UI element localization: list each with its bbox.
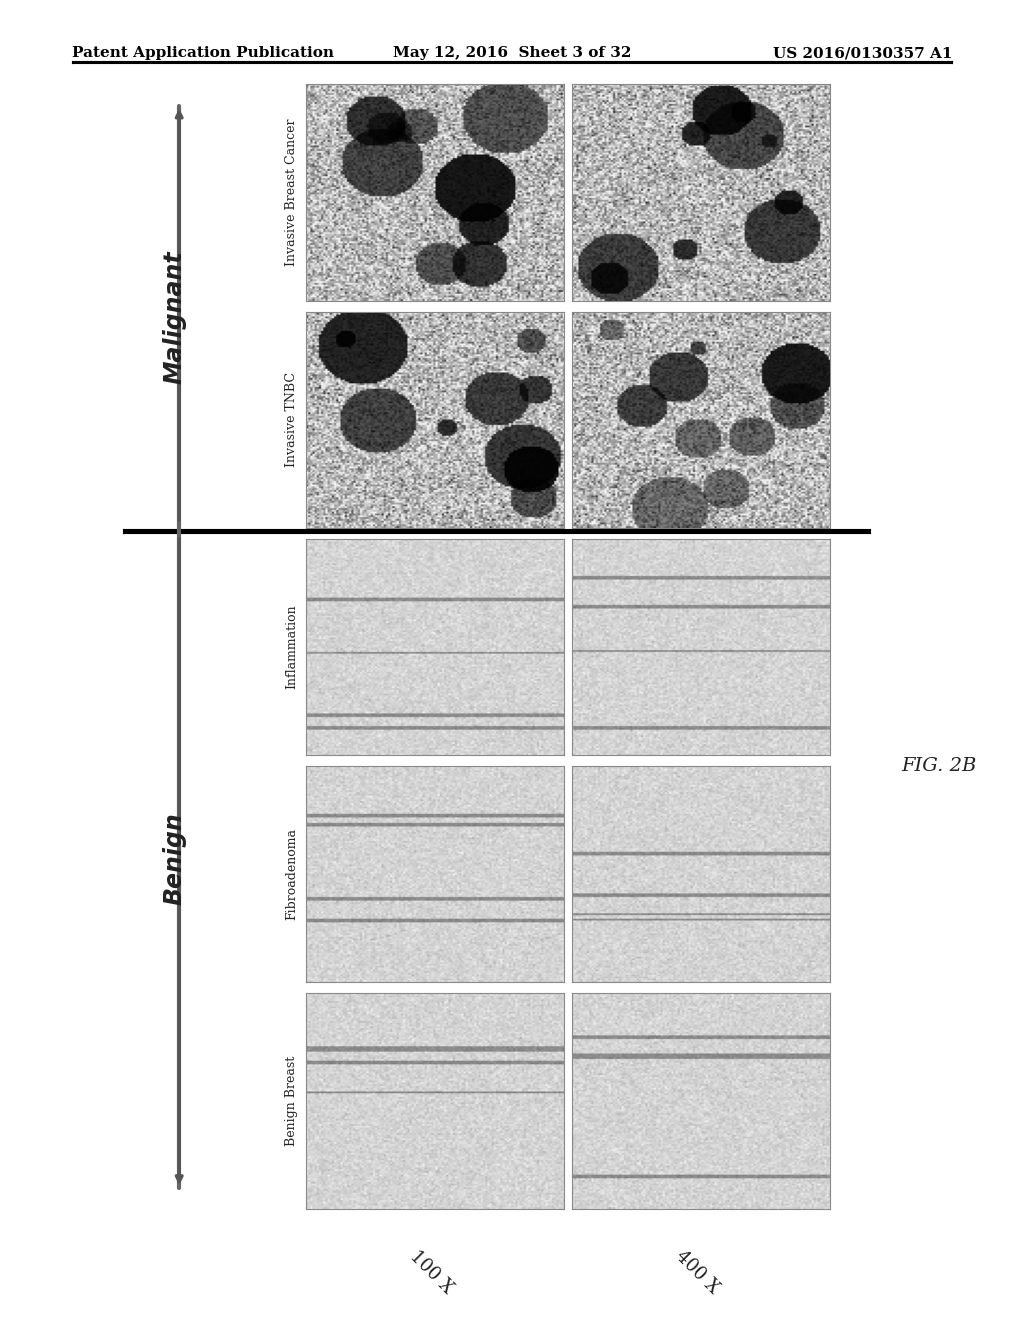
Text: Benign Breast: Benign Breast (286, 1056, 298, 1146)
Text: 400 X: 400 X (672, 1247, 723, 1298)
Text: US 2016/0130357 A1: US 2016/0130357 A1 (773, 46, 952, 61)
Text: Invasive Breast Cancer: Invasive Breast Cancer (286, 119, 298, 267)
Text: May 12, 2016  Sheet 3 of 32: May 12, 2016 Sheet 3 of 32 (393, 46, 631, 61)
Text: Patent Application Publication: Patent Application Publication (72, 46, 334, 61)
Text: 100 X: 100 X (406, 1247, 457, 1298)
Text: Invasive TNBC: Invasive TNBC (286, 372, 298, 467)
Text: Inflammation: Inflammation (286, 605, 298, 689)
Text: Benign: Benign (162, 812, 186, 906)
Text: Malignant: Malignant (162, 251, 186, 384)
Text: FIG. 2B: FIG. 2B (901, 756, 977, 775)
Text: Fibroadenoma: Fibroadenoma (286, 828, 298, 920)
